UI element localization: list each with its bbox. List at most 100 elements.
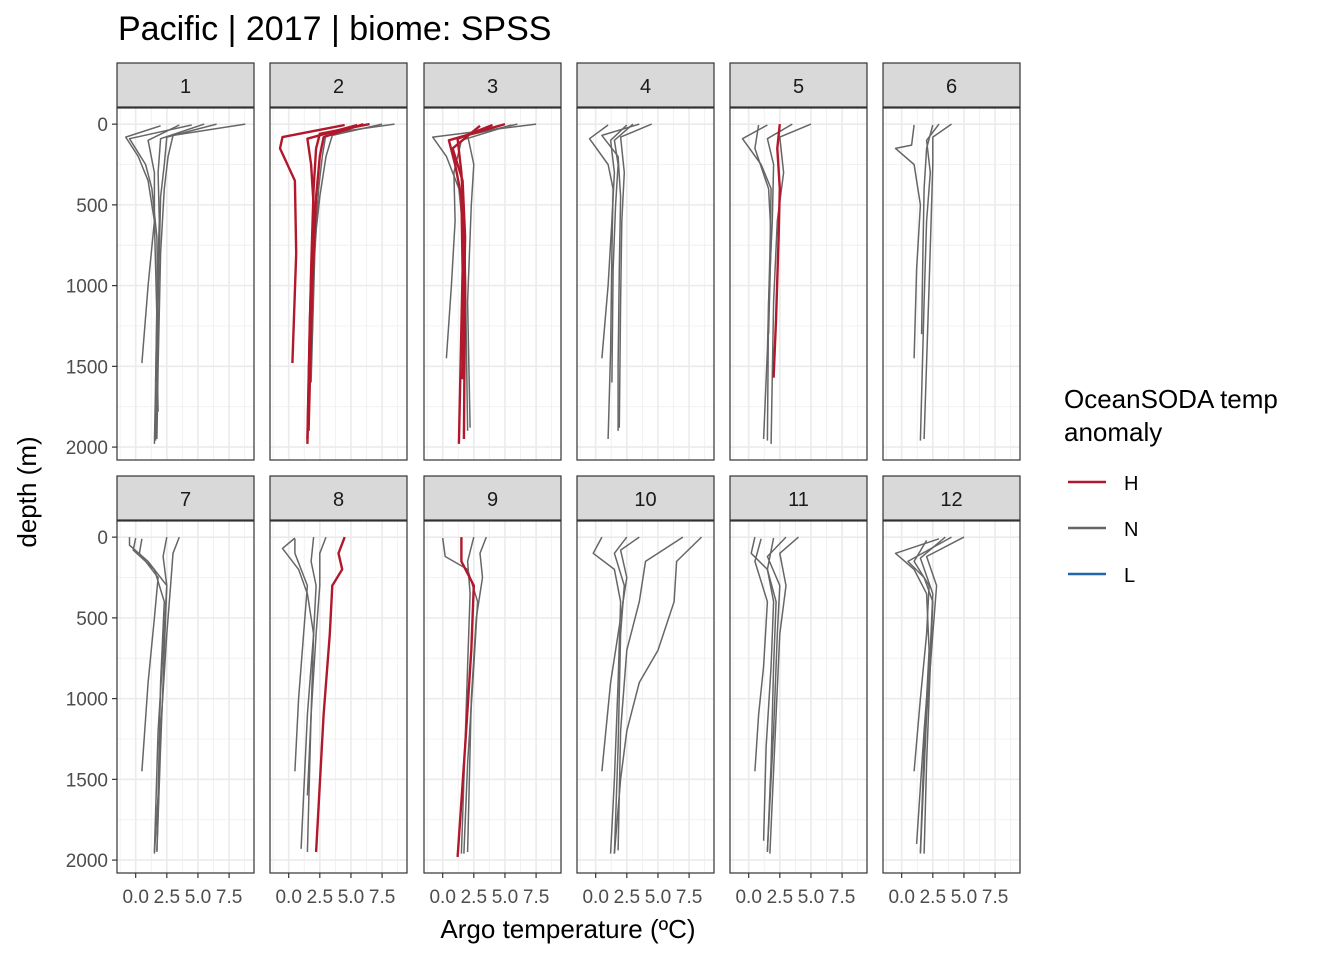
profile-line-N	[894, 538, 940, 853]
facet-strip-label: 1	[180, 76, 191, 98]
x-tick-label: 2.5	[307, 887, 333, 908]
facet-strip-label: 12	[940, 489, 962, 511]
y-tick-label: 1500	[66, 770, 108, 791]
x-tick-label: 0.0	[275, 887, 301, 908]
profile-line-N	[138, 538, 159, 772]
x-tick-label: 5.0	[492, 887, 518, 908]
panel-background	[117, 521, 254, 873]
x-tick-label: 7.5	[216, 887, 242, 908]
panel-border	[269, 520, 408, 874]
profile-line-N	[300, 537, 317, 849]
panel-border	[423, 520, 562, 874]
profile-line-N	[294, 538, 309, 772]
x-tick-label: 5.0	[645, 887, 671, 908]
x-tick-label: 0.0	[735, 887, 761, 908]
facet-strip	[729, 475, 868, 521]
panel-background	[117, 108, 254, 460]
panel-background	[883, 521, 1020, 873]
profile-line-N	[617, 536, 684, 851]
profile-line-H	[307, 122, 364, 431]
profile-line-N	[156, 536, 180, 851]
facet-panel-8: 8 0.0 2.5 5.0 7.5	[269, 475, 408, 908]
facet-strip	[729, 62, 868, 108]
facet-strip	[576, 475, 715, 521]
profile-line-N	[601, 123, 640, 431]
profile-line-N	[611, 123, 634, 383]
y-tick-label: 2000	[66, 851, 108, 872]
panel-background	[270, 521, 407, 873]
x-tick-label: 0.0	[122, 887, 148, 908]
facet-strip-label: 9	[487, 489, 498, 511]
profile-line-N	[769, 536, 799, 854]
profile-line-N	[156, 123, 246, 440]
facet-panel-1: 1 0 500 1000 1500 2000	[66, 62, 255, 461]
x-tick-label: 7.5	[523, 887, 549, 908]
profile-line-N	[153, 536, 168, 853]
facet-panel-9: 9 0.0 2.5 5.0 7.5	[423, 475, 562, 908]
y-tick-label: 1000	[66, 277, 108, 298]
profile-line-N	[920, 124, 934, 335]
legend: OceanSODA temp anomaly H N L	[1064, 384, 1278, 587]
y-tick-label: 1500	[66, 357, 108, 378]
profile-line-N	[306, 536, 327, 796]
facet-strip	[576, 62, 715, 108]
profile-line-H	[772, 123, 781, 378]
x-axis-title: Argo temperature (ºC)	[440, 914, 695, 944]
facet-strip	[116, 475, 255, 521]
facet-strip-label: 4	[640, 76, 651, 98]
panel-background	[883, 108, 1020, 460]
profile-line-H	[314, 536, 346, 853]
facet-panel-7: 7 0 500 1000 1500 2000 0.0 2.5 5.0 7.5	[66, 475, 255, 908]
profile-line-N	[919, 536, 965, 854]
profile-line-N	[923, 123, 952, 440]
y-tick-label: 0	[97, 115, 108, 136]
facet-strip	[423, 475, 562, 521]
panel-background	[577, 108, 714, 460]
y-axis-title: depth (m)	[12, 436, 42, 547]
legend-title-line-2: anomaly	[1064, 417, 1162, 447]
panel-border	[882, 520, 1021, 874]
facet-strip-label: 8	[333, 489, 344, 511]
profile-line-N	[601, 536, 640, 772]
profile-line-N	[613, 536, 703, 854]
facet-strip-label: 5	[793, 76, 804, 98]
facet-panel-2: 2	[269, 62, 408, 461]
profile-line-N	[141, 124, 180, 364]
facet-panel-10: 10 0.0 2.5 5.0 7.5	[576, 475, 715, 908]
legend-entries: H N L	[1068, 473, 1138, 587]
facet-strip-label: 3	[487, 76, 498, 98]
panel-border	[116, 107, 255, 461]
panel-border	[729, 520, 868, 874]
x-tick-label: 7.5	[829, 887, 855, 908]
x-tick-label: 2.5	[614, 887, 640, 908]
profile-line-N	[741, 124, 772, 440]
x-tick-label: 2.5	[461, 887, 487, 908]
x-tick-label: 2.5	[154, 887, 180, 908]
profile-line-H	[278, 123, 345, 364]
y-tick-label: 0	[97, 528, 108, 549]
panel-background	[577, 521, 714, 873]
panel-background	[424, 521, 561, 873]
profile-line-N	[913, 540, 930, 772]
panel-background	[730, 108, 867, 460]
facet-panel-11: 11 0.0 2.5 5.0 7.5	[729, 475, 868, 908]
profile-line-H	[456, 537, 475, 857]
facet-strip-label: 2	[333, 76, 344, 98]
profile-line-N	[762, 537, 775, 841]
x-tick-label: 7.5	[369, 887, 395, 908]
facet-strip	[269, 62, 408, 108]
panel-border	[269, 107, 408, 461]
profile-line-N	[445, 124, 512, 359]
facet-panel-3: 3	[423, 62, 562, 461]
y-tick-label: 1000	[66, 690, 108, 711]
profile-line-N	[894, 124, 922, 359]
facet-strip	[423, 62, 562, 108]
x-tick-label: 2.5	[920, 887, 946, 908]
legend-label-N: N	[1124, 519, 1138, 541]
facet-panel-5: 5	[729, 62, 868, 461]
y-tick-label: 2000	[66, 438, 108, 459]
panel-background	[270, 108, 407, 460]
profile-line-N	[919, 123, 940, 441]
profile-line-N	[466, 536, 487, 853]
